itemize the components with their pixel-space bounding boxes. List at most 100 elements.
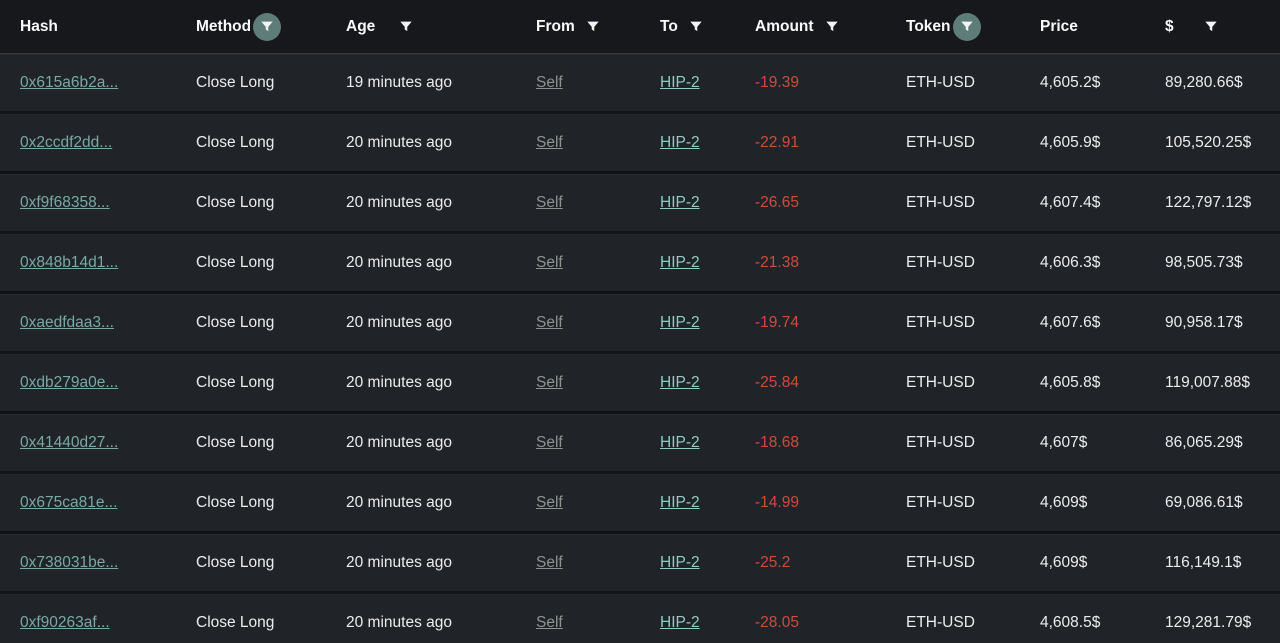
usd-cell: 69,086.61$: [1165, 493, 1243, 511]
to-link[interactable]: HIP-2: [660, 253, 700, 271]
column-header-amount: Amount: [755, 13, 906, 41]
token-cell: ETH-USD: [906, 493, 975, 511]
usd-cell: 98,505.73$: [1165, 253, 1243, 271]
to-link[interactable]: HIP-2: [660, 73, 700, 91]
column-header-label: Age: [346, 17, 376, 35]
hash-link[interactable]: 0x675ca81e...: [20, 493, 118, 511]
funnel-icon: [825, 21, 838, 31]
funnel-icon: [1204, 21, 1217, 31]
column-header-price: Price: [1040, 18, 1165, 36]
amount-cell: -19.74: [755, 313, 799, 331]
from-link[interactable]: Self: [536, 433, 563, 451]
method-cell: Close Long: [196, 253, 275, 271]
to-link[interactable]: HIP-2: [660, 373, 700, 391]
filter-icon-amount[interactable]: [818, 13, 846, 41]
hash-cell: 0x41440d27...: [20, 434, 196, 452]
token-cell: ETH-USD: [906, 433, 975, 451]
hash-cell: 0xf9f68358...: [20, 194, 196, 212]
from-link[interactable]: Self: [536, 73, 563, 91]
from-link[interactable]: Self: [536, 253, 563, 271]
to-link[interactable]: HIP-2: [660, 613, 700, 631]
age-cell: 19 minutes ago: [346, 73, 452, 91]
from-cell: Self: [536, 254, 660, 272]
age-cell: 20 minutes ago: [346, 253, 452, 271]
to-link[interactable]: HIP-2: [660, 433, 700, 451]
amount-cell: -25.84: [755, 373, 799, 391]
price-cell: 4,607.6$: [1040, 313, 1101, 331]
price-cell: 4,606.3$: [1040, 253, 1101, 271]
to-cell: HIP-2: [660, 314, 755, 332]
age-cell: 20 minutes ago: [346, 553, 452, 571]
price-cell: 4,609$: [1040, 553, 1088, 571]
filter-icon-from[interactable]: [579, 13, 607, 41]
amount-cell: -18.68: [755, 433, 799, 451]
column-header-hash: Hash: [20, 18, 196, 36]
from-link[interactable]: Self: [536, 373, 563, 391]
amount-cell: -22.91: [755, 133, 799, 151]
from-cell: Self: [536, 434, 660, 452]
to-cell: HIP-2: [660, 554, 755, 572]
token-cell: ETH-USD: [906, 133, 975, 151]
price-cell: 4,605.8$: [1040, 373, 1101, 391]
from-link[interactable]: Self: [536, 613, 563, 631]
age-cell: 20 minutes ago: [346, 373, 452, 391]
price-cell: 4,605.9$: [1040, 133, 1101, 151]
usd-cell: 89,280.66$: [1165, 73, 1243, 91]
hash-cell: 0x615a6b2a...: [20, 74, 196, 92]
from-link[interactable]: Self: [536, 133, 563, 151]
method-cell: Close Long: [196, 73, 275, 91]
funnel-icon: [587, 21, 599, 31]
funnel-icon: [261, 21, 273, 31]
from-cell: Self: [536, 614, 660, 632]
filter-icon-to[interactable]: [682, 13, 710, 41]
price-cell: 4,607.4$: [1040, 193, 1101, 211]
from-link[interactable]: Self: [536, 313, 563, 331]
from-link[interactable]: Self: [536, 493, 563, 511]
hash-link[interactable]: 0x2ccdf2dd...: [20, 133, 113, 151]
to-cell: HIP-2: [660, 134, 755, 152]
to-link[interactable]: HIP-2: [660, 133, 700, 151]
to-cell: HIP-2: [660, 374, 755, 392]
hash-link[interactable]: 0x738031be...: [20, 553, 119, 571]
hash-link[interactable]: 0xf90263af...: [20, 613, 110, 631]
hash-link[interactable]: 0xf9f68358...: [20, 193, 110, 211]
from-cell: Self: [536, 494, 660, 512]
usd-cell: 119,007.88$: [1165, 373, 1251, 391]
filter-icon-usd[interactable]: [1197, 13, 1225, 41]
to-cell: HIP-2: [660, 74, 755, 92]
table-body: 0x615a6b2a... Close Long 19 minutes ago …: [0, 54, 1280, 643]
hash-cell: 0x738031be...: [20, 554, 196, 572]
usd-cell: 129,281.79$: [1165, 613, 1252, 631]
to-link[interactable]: HIP-2: [660, 313, 700, 331]
to-link[interactable]: HIP-2: [660, 553, 700, 571]
token-cell: ETH-USD: [906, 73, 975, 91]
funnel-icon: [690, 21, 702, 31]
amount-cell: -21.38: [755, 253, 799, 271]
hash-link[interactable]: 0x615a6b2a...: [20, 73, 119, 91]
filter-icon-age[interactable]: [392, 13, 420, 41]
table-row: 0x848b14d1... Close Long 20 minutes ago …: [0, 234, 1280, 294]
hash-link[interactable]: 0x41440d27...: [20, 433, 119, 451]
hash-link[interactable]: 0xaedfdaa3...: [20, 313, 114, 331]
token-cell: ETH-USD: [906, 253, 975, 271]
method-cell: Close Long: [196, 313, 275, 331]
from-link[interactable]: Self: [536, 193, 563, 211]
to-cell: HIP-2: [660, 194, 755, 212]
to-cell: HIP-2: [660, 254, 755, 272]
table-row: 0x41440d27... Close Long 20 minutes ago …: [0, 414, 1280, 474]
from-cell: Self: [536, 554, 660, 572]
to-cell: HIP-2: [660, 614, 755, 632]
age-cell: 20 minutes ago: [346, 193, 452, 211]
method-cell: Close Long: [196, 133, 275, 151]
method-cell: Close Long: [196, 613, 275, 631]
hash-link[interactable]: 0xdb279a0e...: [20, 373, 119, 391]
funnel-icon: [400, 21, 412, 31]
token-cell: ETH-USD: [906, 193, 975, 211]
filter-icon-method[interactable]: [253, 12, 282, 41]
filter-icon-token[interactable]: [952, 12, 981, 41]
price-cell: 4,609$: [1040, 493, 1088, 511]
hash-link[interactable]: 0x848b14d1...: [20, 253, 119, 271]
from-link[interactable]: Self: [536, 553, 563, 571]
to-link[interactable]: HIP-2: [660, 193, 700, 211]
to-link[interactable]: HIP-2: [660, 493, 700, 511]
